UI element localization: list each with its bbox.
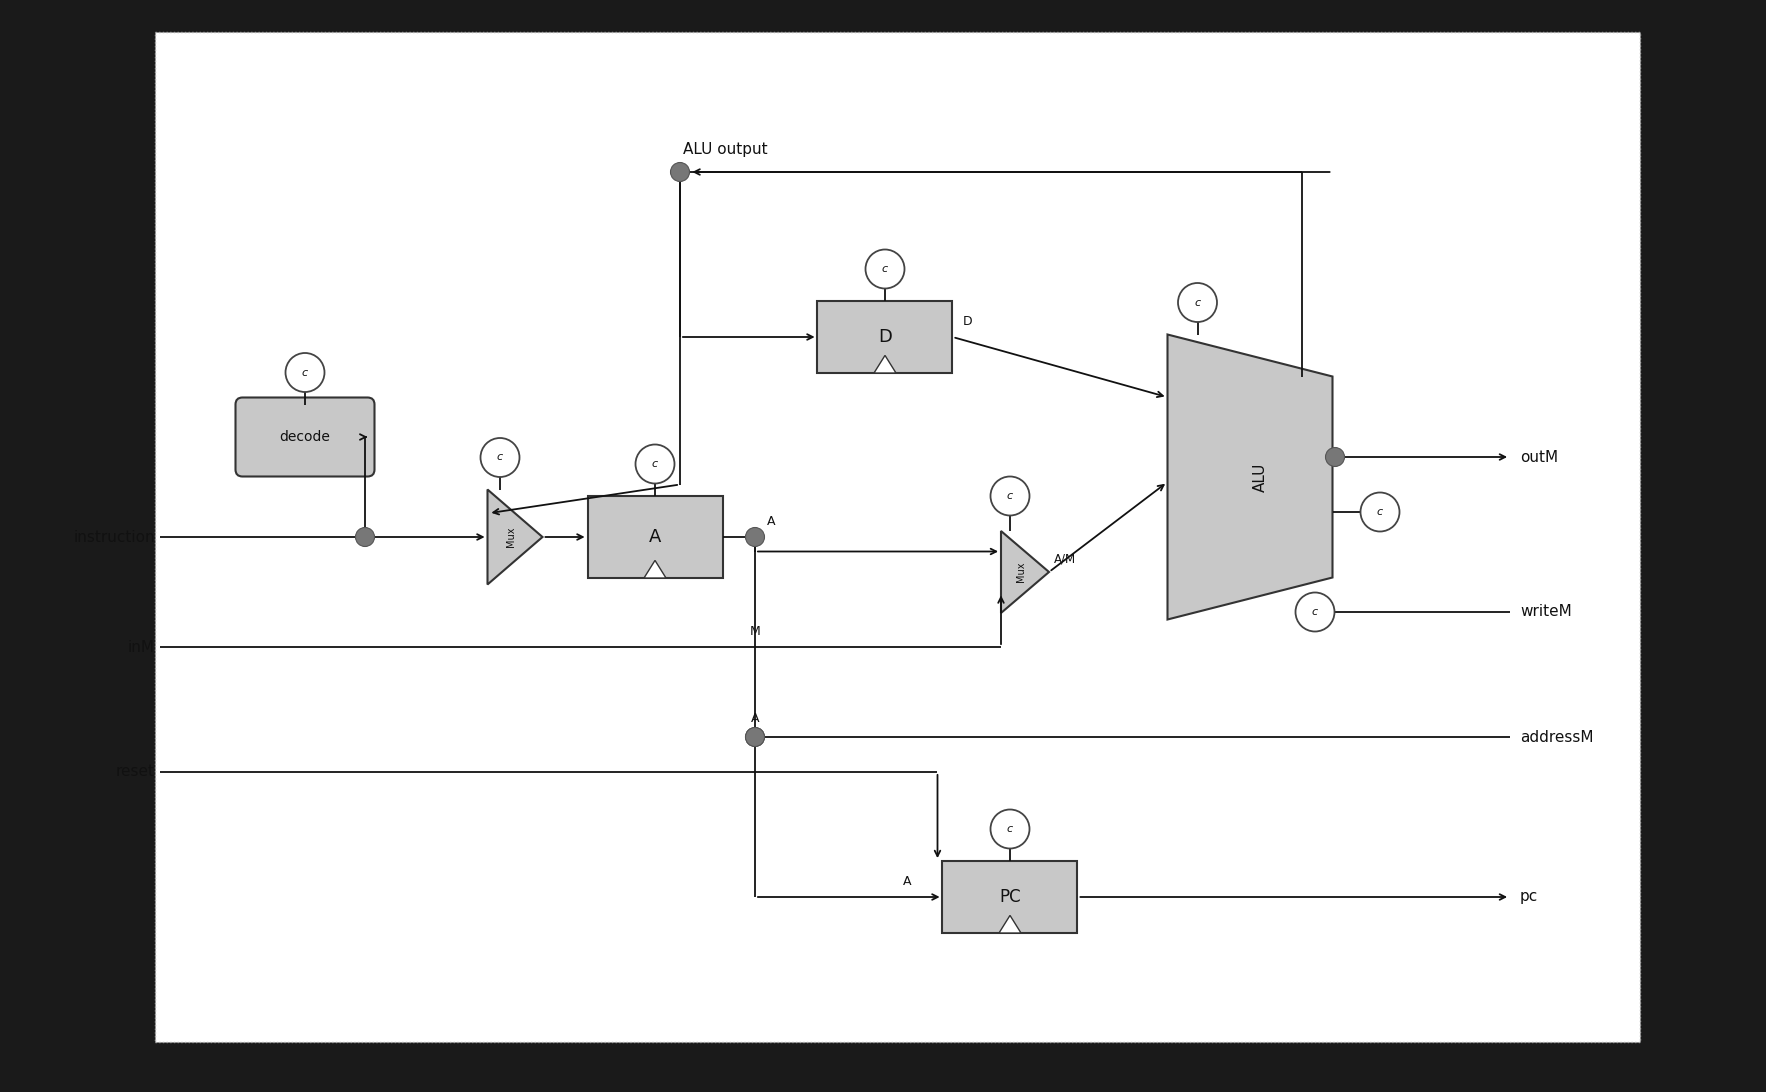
Text: D: D [962,314,971,328]
Circle shape [745,527,765,546]
Bar [588,496,722,578]
Bar [943,860,1077,933]
Text: A: A [751,712,759,725]
Text: Mux: Mux [1015,561,1026,582]
Circle shape [745,727,765,747]
Text: instruction: instruction [74,530,155,545]
Polygon shape [1000,915,1021,933]
Circle shape [480,438,519,477]
Circle shape [745,727,765,747]
Text: pc: pc [1521,890,1538,904]
Text: c: c [652,459,659,468]
Circle shape [991,809,1030,848]
Text: writeM: writeM [1521,605,1572,619]
Text: reset: reset [117,764,155,780]
Text: A: A [648,529,660,546]
Circle shape [1178,283,1217,322]
Circle shape [636,444,675,484]
Text: Mux: Mux [507,526,516,547]
Text: c: c [1377,507,1383,517]
Text: ALU: ALU [1252,462,1268,491]
Text: A: A [902,875,911,888]
Bar [818,301,952,373]
Circle shape [355,527,374,546]
Bar [155,32,1641,1042]
Text: addressM: addressM [1521,729,1593,745]
Polygon shape [1001,531,1049,613]
Text: D: D [878,328,892,346]
Text: c: c [1194,297,1201,308]
Circle shape [286,353,325,392]
Text: c: c [496,452,503,463]
FancyBboxPatch shape [235,397,374,476]
Polygon shape [874,355,895,373]
Text: decode: decode [279,430,330,444]
Text: outM: outM [1521,450,1558,464]
Circle shape [1360,492,1399,532]
Text: c: c [881,264,888,274]
Text: c: c [1007,824,1014,834]
Text: c: c [302,368,307,378]
Circle shape [865,249,904,288]
Text: c: c [1007,491,1014,501]
Text: A/M: A/M [1054,551,1075,565]
Circle shape [1326,448,1344,466]
Polygon shape [645,560,666,578]
Circle shape [671,163,689,181]
Text: M: M [749,625,761,638]
Text: inM: inM [127,640,155,654]
Text: A: A [766,515,775,529]
Polygon shape [1167,334,1333,619]
Text: c: c [1312,607,1317,617]
Circle shape [1296,593,1335,631]
Text: ALU output: ALU output [683,142,766,157]
Polygon shape [487,489,542,584]
Circle shape [991,476,1030,515]
Text: PC: PC [1000,888,1021,906]
